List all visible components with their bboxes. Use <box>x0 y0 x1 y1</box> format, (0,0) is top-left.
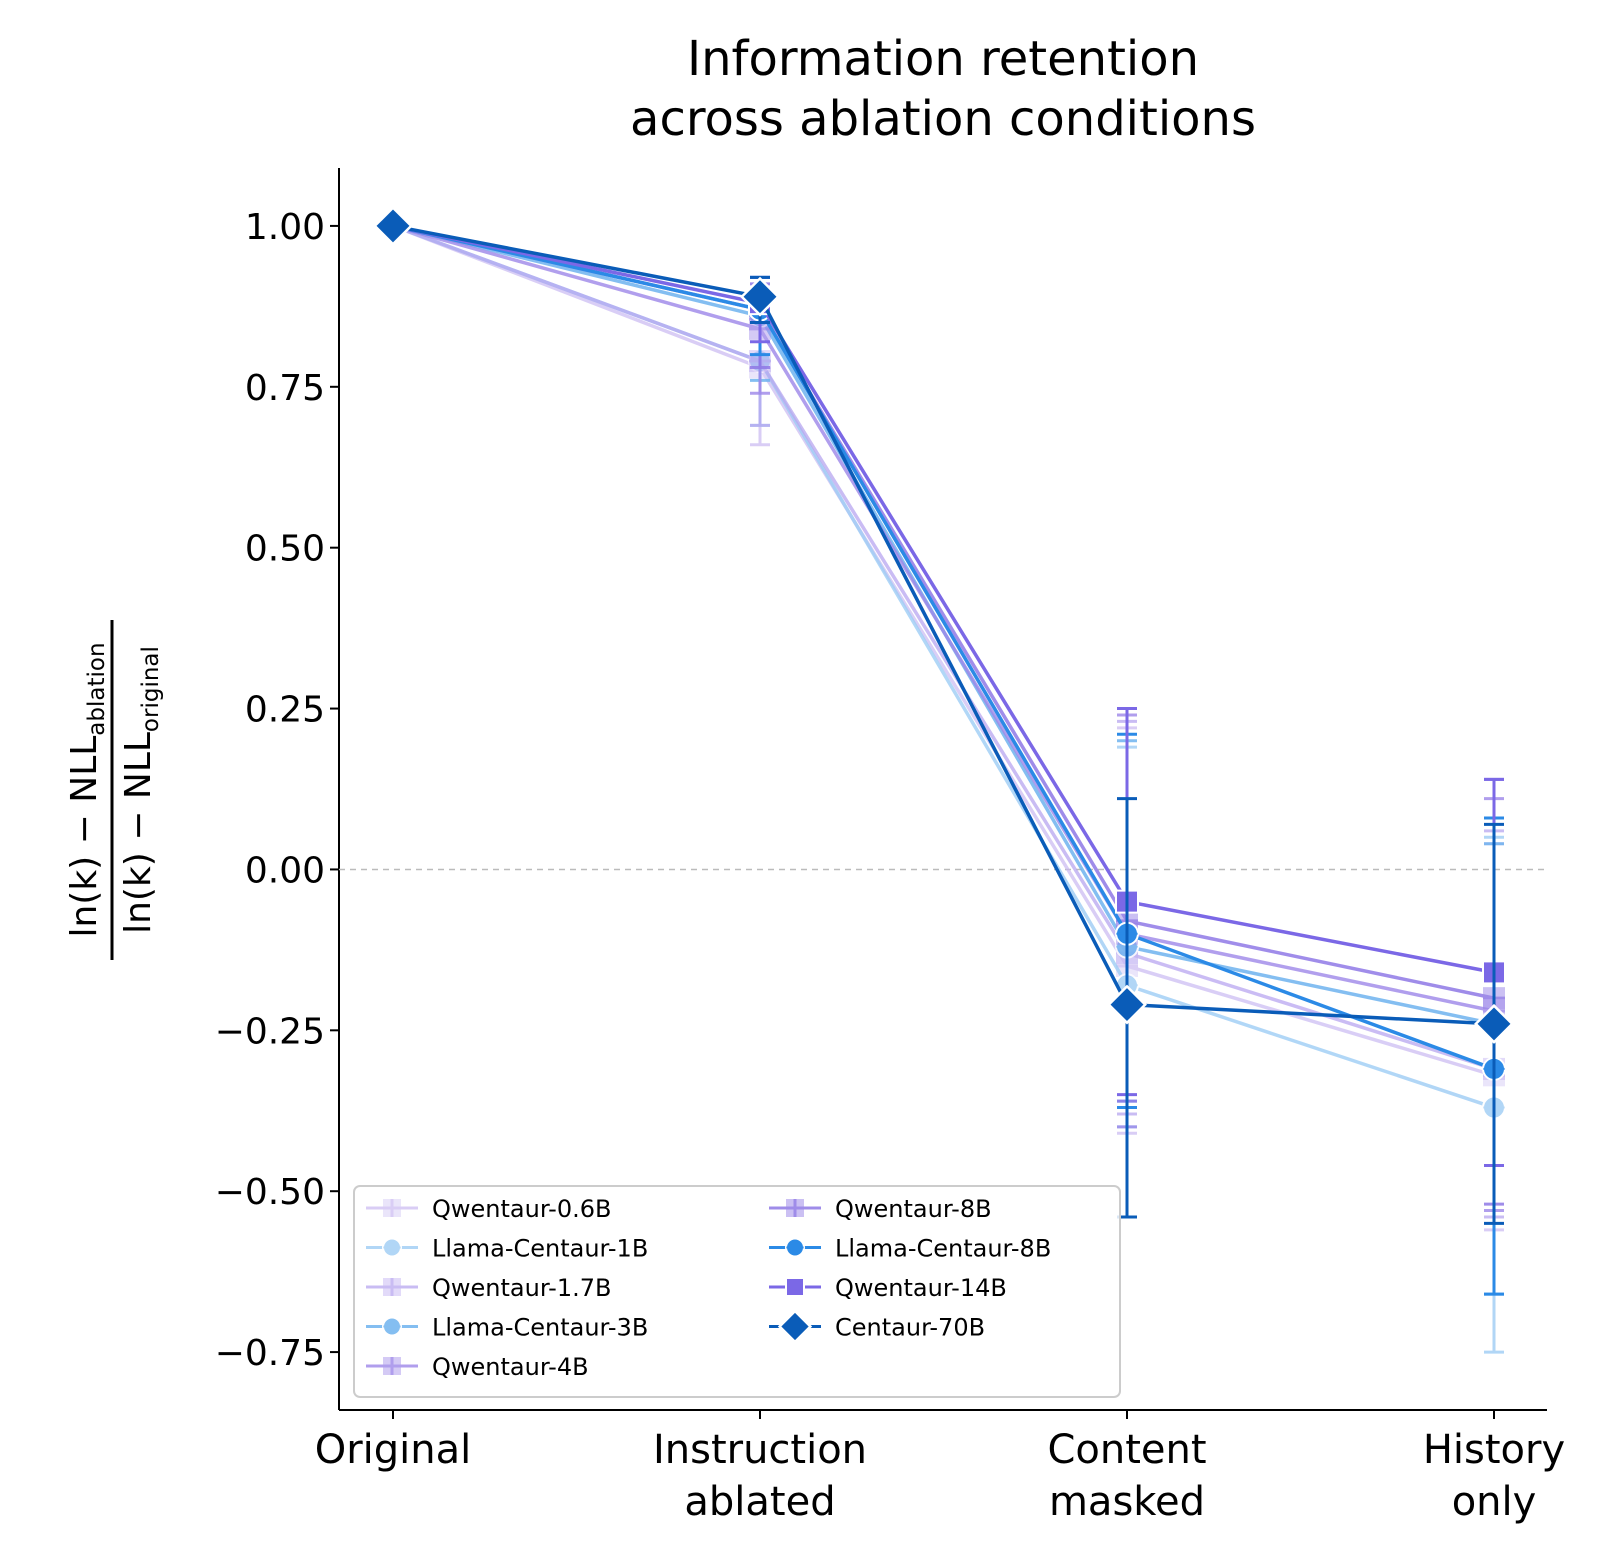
legend-entry <box>366 1199 418 1217</box>
series-line <box>392 224 1495 1071</box>
title-line: Information retention <box>687 31 1199 87</box>
legend-label: Qwentaur-0.6B <box>432 1195 611 1223</box>
series-layer <box>373 205 1514 1354</box>
legend-entry <box>366 1316 418 1337</box>
y-tick-label: 1.00 <box>245 207 325 248</box>
marker-circle <box>382 1237 402 1258</box>
y-tick-label: 0.25 <box>245 690 325 731</box>
legend-entry <box>769 1199 821 1217</box>
legend-marker <box>382 1237 402 1258</box>
series-Qwentaur-4B <box>382 214 1505 1213</box>
legend-label: Qwentaur-8B <box>835 1195 992 1223</box>
legend-marker <box>383 1199 401 1217</box>
legend-marker <box>382 1316 402 1337</box>
legend-entry <box>769 1277 821 1297</box>
x-tick-label: History <box>1423 1427 1565 1473</box>
data-point <box>373 205 413 246</box>
legend-label: Llama-Centaur-3B <box>432 1314 648 1342</box>
series-Qwentaur-0.6B <box>382 214 1505 1232</box>
legend-marker <box>383 1278 401 1296</box>
legend-label: Llama-Centaur-1B <box>432 1235 648 1263</box>
series-Qwentaur-14B <box>381 213 1506 1167</box>
legend-entry <box>366 1357 418 1375</box>
legend-entry <box>366 1237 418 1258</box>
legend-label: Centaur-70B <box>835 1314 985 1342</box>
legend-label: Qwentaur-1.7B <box>432 1274 611 1302</box>
series-line <box>392 224 1495 1000</box>
series-Centaur-70B <box>373 205 1514 1225</box>
marker-diamond <box>777 1309 813 1344</box>
legend-marker <box>786 1199 804 1217</box>
marker-diamond <box>373 205 413 246</box>
axes <box>338 168 1547 1411</box>
series-Llama-Centaur-3B <box>381 213 1506 1296</box>
legend-entry <box>769 1309 821 1344</box>
series-line <box>392 224 1495 1026</box>
x-tick-label: masked <box>1049 1479 1205 1525</box>
series-line <box>392 224 1495 1071</box>
legend-label: Qwentaur-14B <box>835 1274 1007 1302</box>
legend-marker <box>785 1237 805 1258</box>
legend-entry <box>366 1278 418 1296</box>
legend-marker <box>785 1277 805 1297</box>
series-line <box>392 224 1495 975</box>
series-line <box>392 224 1495 1013</box>
tick-labels: 1.00 0.75 0.50 0.25 0.00 −0.25 −0.50 −0.75 Origi… <box>215 207 1565 1525</box>
x-tick-label: Original <box>315 1427 472 1473</box>
legend-label: Qwentaur-4B <box>432 1353 589 1381</box>
series-Llama-Centaur-1B <box>381 213 1506 1354</box>
ylabel-denominator-sub: original <box>138 646 164 732</box>
x-tick-label: ablated <box>684 1479 835 1525</box>
data-point <box>1107 984 1147 1025</box>
marker-square <box>785 1277 805 1297</box>
legend: Qwentaur-0.6B Llama-Centaur-1B Qwentaur-1.… <box>353 1185 1121 1398</box>
y-tick-label: 0.50 <box>245 529 325 570</box>
series-line <box>392 224 1495 1078</box>
y-tick-label: 0.00 <box>245 850 325 891</box>
series-Llama-Centaur-8B <box>381 213 1506 1296</box>
marker-diamond <box>1474 1003 1514 1044</box>
marker-diamond <box>1107 984 1147 1025</box>
series-Qwentaur-1.7B <box>382 214 1505 1219</box>
legend-marker <box>383 1357 401 1375</box>
y-tick-label: −0.50 <box>215 1172 325 1213</box>
ylabel-numerator: ln(k) − NLLablation <box>64 642 110 937</box>
legend-entry <box>769 1237 821 1258</box>
ylabel-denominator: ln(k) − NLLoriginal <box>118 646 164 934</box>
data-point <box>1474 1003 1514 1044</box>
legend-label: Llama-Centaur-8B <box>835 1235 1051 1263</box>
y-tick-label: −0.75 <box>215 1333 325 1374</box>
y-tick-label: −0.25 <box>215 1011 325 1052</box>
data-point <box>740 276 780 317</box>
ylabel-numerator-sub: ablation <box>84 642 110 735</box>
legend-box <box>353 1185 1121 1398</box>
marker-diamond <box>740 276 780 317</box>
y-tick-label: 0.75 <box>245 368 325 409</box>
legend-marker <box>777 1309 813 1344</box>
x-tick-label: only <box>1452 1479 1537 1525</box>
title-line: across ablation conditions <box>630 91 1256 147</box>
x-tick-label: Content <box>1047 1427 1206 1473</box>
x-tick-label: Instruction <box>653 1427 867 1473</box>
